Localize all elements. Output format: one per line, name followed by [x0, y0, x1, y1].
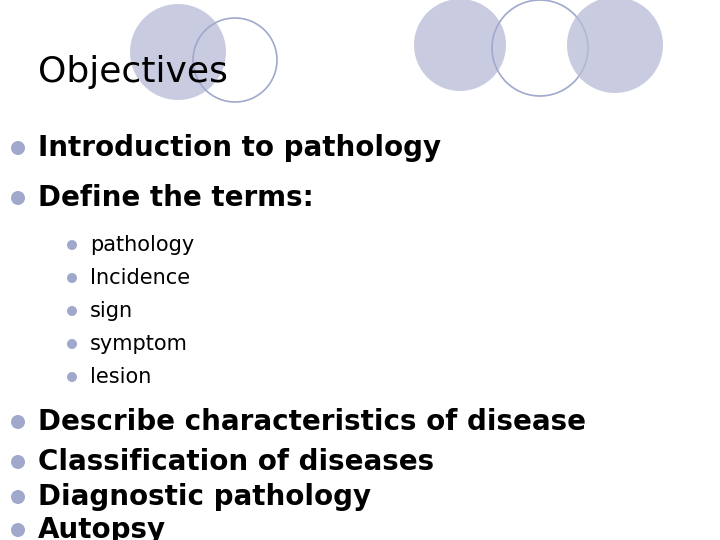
- Text: Define the terms:: Define the terms:: [38, 184, 314, 212]
- Circle shape: [11, 490, 25, 504]
- Text: Classification of diseases: Classification of diseases: [38, 448, 434, 476]
- Circle shape: [67, 372, 77, 382]
- Text: Objectives: Objectives: [38, 55, 228, 89]
- Circle shape: [67, 240, 77, 250]
- Circle shape: [67, 273, 77, 283]
- Circle shape: [130, 4, 226, 100]
- Circle shape: [567, 0, 663, 93]
- Text: Introduction to pathology: Introduction to pathology: [38, 134, 441, 162]
- Text: sign: sign: [90, 301, 133, 321]
- Text: Autopsy: Autopsy: [38, 516, 166, 540]
- Text: Diagnostic pathology: Diagnostic pathology: [38, 483, 371, 511]
- Circle shape: [11, 455, 25, 469]
- Circle shape: [67, 339, 77, 349]
- Text: Describe characteristics of disease: Describe characteristics of disease: [38, 408, 586, 436]
- Circle shape: [414, 0, 506, 91]
- Text: lesion: lesion: [90, 367, 151, 387]
- Circle shape: [67, 306, 77, 316]
- Circle shape: [11, 523, 25, 537]
- Text: symptom: symptom: [90, 334, 188, 354]
- Text: pathology: pathology: [90, 235, 194, 255]
- Circle shape: [11, 415, 25, 429]
- Circle shape: [11, 191, 25, 205]
- Text: Incidence: Incidence: [90, 268, 190, 288]
- Circle shape: [11, 141, 25, 155]
